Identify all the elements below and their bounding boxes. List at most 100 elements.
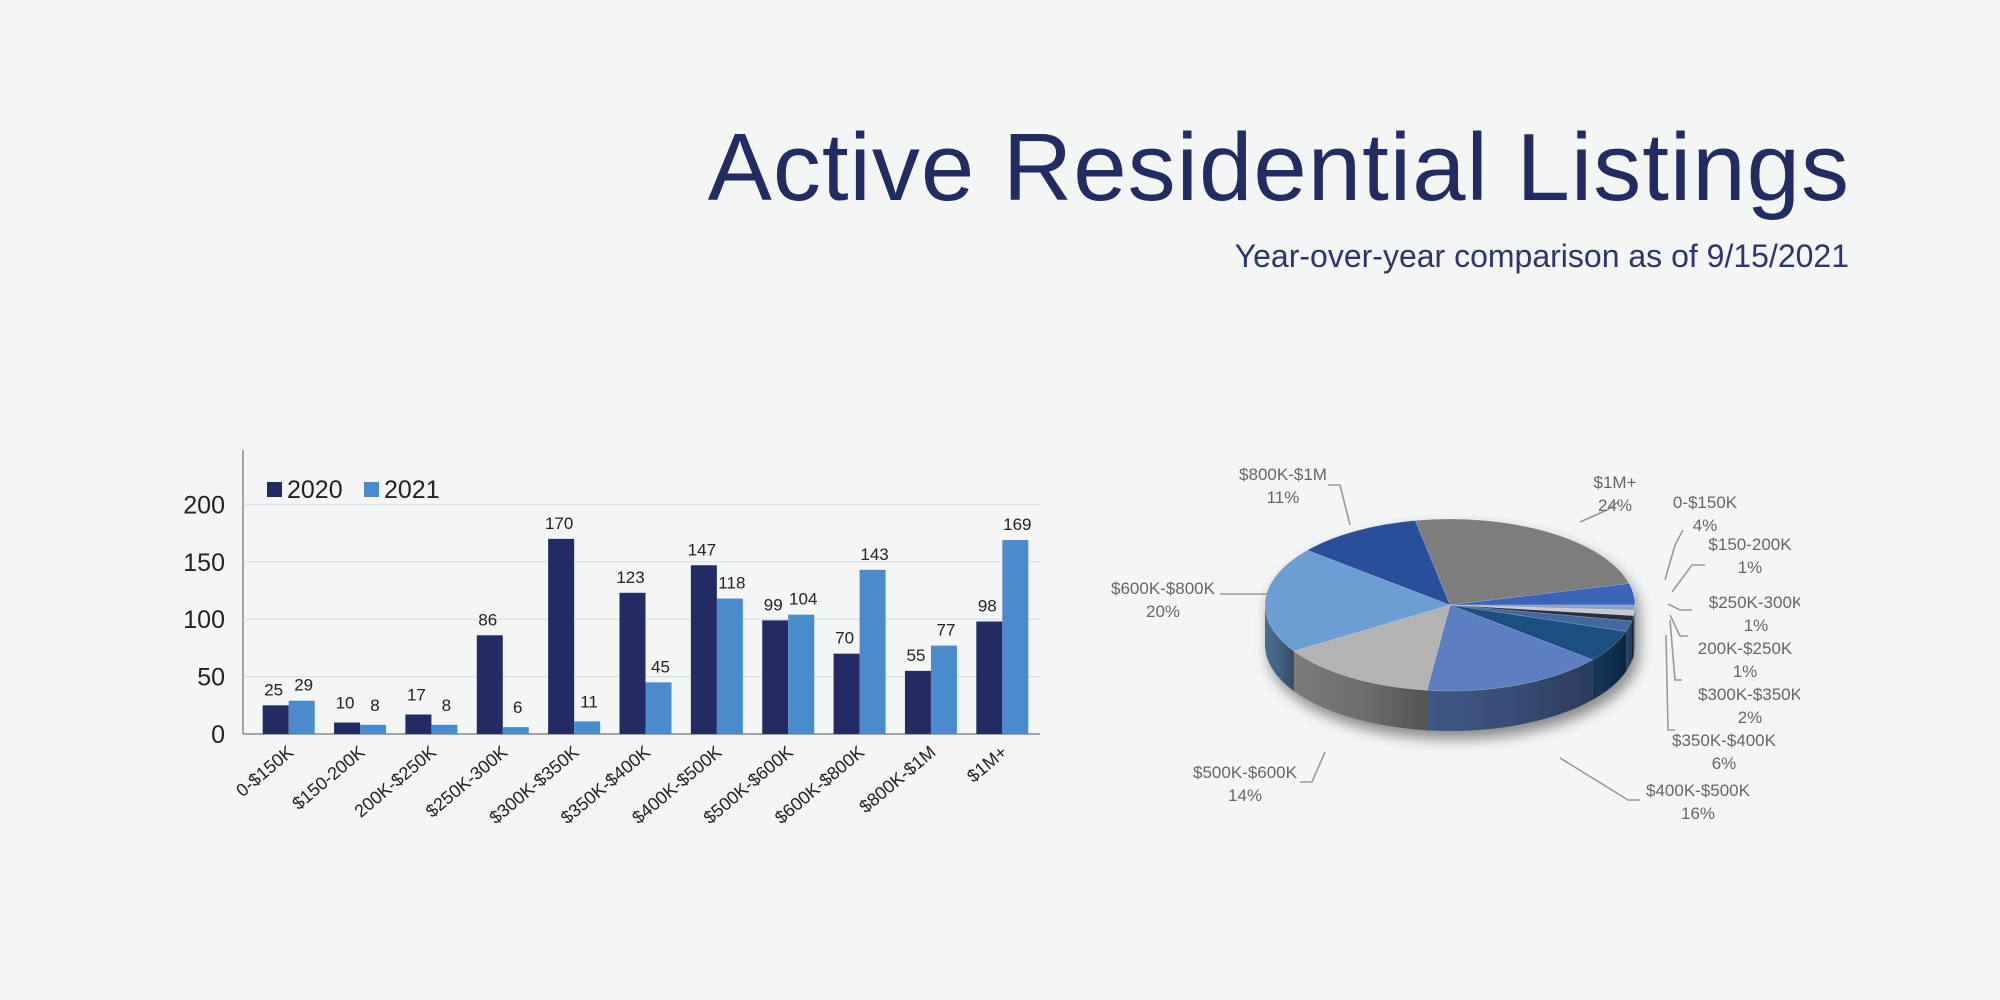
y-tick-label: 150 — [183, 549, 225, 577]
bar-value-label: 77 — [936, 621, 955, 640]
pie-side-shade — [1293, 651, 1427, 731]
pie-slice-percent: 1% — [1738, 558, 1763, 577]
x-tick-label: 0-$150K — [232, 742, 297, 801]
pie-slice-percent: 1% — [1744, 616, 1769, 635]
pie-leader-line — [1664, 529, 1684, 581]
legend-label: 2021 — [384, 476, 440, 504]
bar-value-label: 29 — [294, 676, 313, 695]
bar-2021 — [859, 569, 886, 734]
pie-labels: $1M+ 24% 0-$150K 4%$150-200K 1% $250K-300K 1% 2… — [1111, 465, 1800, 823]
bar-2021 — [930, 645, 957, 734]
y-tick-label: 0 — [211, 721, 225, 749]
bar-value-label: 170 — [545, 514, 573, 533]
bar-value-label: 11 — [580, 692, 598, 711]
bar-2020 — [405, 714, 432, 734]
bar-chart: 0501001502000-$150K$150-200K200K-$250K$2… — [183, 450, 1040, 828]
bar-value-label: 143 — [860, 545, 888, 564]
bar-value-label: 10 — [336, 694, 355, 713]
bar-value-label: 45 — [651, 657, 670, 676]
pie-side-shade — [1265, 605, 1294, 692]
legend-swatch — [267, 482, 282, 497]
pie-leader-line — [1669, 614, 1688, 637]
x-tick-label: $800K-$1M — [855, 742, 939, 817]
bar-value-label: 25 — [264, 680, 283, 699]
pie-slice-percent: 11% — [1267, 488, 1300, 507]
pie-slice-label: $250K-300K — [1709, 593, 1800, 612]
pie-slice-percent: 24% — [1598, 496, 1632, 515]
pie-slice-percent: 14% — [1228, 786, 1262, 805]
pie-slice — [1426, 604, 1594, 692]
pie-slice-label: $800K-$1M — [1239, 465, 1327, 484]
bar-axes: 0501001502000-$150K$150-200K200K-$250K$2… — [183, 450, 1040, 828]
pie-slice-percent: 16% — [1681, 804, 1715, 823]
bar-2021 — [502, 727, 529, 734]
bar-value-label: 17 — [407, 685, 426, 704]
bar-value-label: 147 — [688, 540, 716, 559]
pie-leader-line — [1559, 757, 1640, 801]
bar-value-label: 118 — [718, 574, 745, 593]
bar-2021 — [574, 721, 601, 734]
y-tick-label: 50 — [197, 664, 225, 692]
pie-slice-label: $350K-$400K — [1672, 731, 1777, 750]
bar-2021 — [788, 614, 815, 734]
page-title: Active Residential Listings — [707, 114, 1850, 221]
bar-value-label: 169 — [1003, 515, 1031, 534]
pie-slice — [1264, 549, 1451, 652]
pie-side-shade — [1625, 621, 1632, 672]
pie-slice-percent: 2% — [1738, 708, 1763, 727]
legend-label: 2020 — [287, 476, 343, 504]
pie-slice — [1306, 520, 1451, 606]
bar-2020 — [690, 565, 717, 734]
pie-side-shade — [1592, 631, 1626, 700]
bar-2020 — [762, 620, 789, 734]
pie-slice-label: $600K-$800K — [1111, 579, 1216, 598]
bar-value-label: 98 — [978, 597, 997, 616]
pie-slice-label: $300K-$350K — [1698, 685, 1800, 704]
pie-leader-line — [1665, 634, 1675, 731]
bar-value-label: 104 — [789, 590, 817, 609]
legend-swatch — [364, 482, 379, 497]
pie-leader-line — [1669, 619, 1682, 681]
pie-slice-percent: 6% — [1712, 754, 1737, 773]
bar-value-label: 8 — [442, 696, 451, 715]
bar-2021 — [645, 682, 672, 734]
pie-side-shade — [1426, 659, 1593, 731]
bar-2021 — [716, 598, 743, 734]
pie-side-shade — [1631, 615, 1634, 662]
bar-value-label: 70 — [835, 629, 854, 648]
bar-value-label: 86 — [478, 610, 497, 629]
pie-leader-line — [1667, 603, 1692, 611]
pie-slice-label: $500K-$600K — [1193, 763, 1298, 782]
bar-2021 — [1002, 540, 1029, 734]
bar-2020 — [262, 705, 289, 734]
bar-2020 — [904, 670, 931, 734]
pie-slice-label: $150-200K — [1708, 535, 1792, 554]
pie-slice-percent: 4% — [1693, 516, 1718, 535]
pie-slice — [1414, 518, 1630, 606]
pie-leader-line — [1300, 751, 1326, 783]
pie-leader-line — [1328, 484, 1351, 526]
y-tick-label: 100 — [183, 606, 225, 634]
bar-legend: 2020 2021 — [267, 476, 440, 504]
bar-2021 — [288, 700, 315, 734]
pie-slice-label: 200K-$250K — [1698, 639, 1793, 658]
pie-side-shade — [1633, 610, 1635, 656]
bar-2021 — [360, 724, 387, 734]
y-tick-label: 200 — [183, 491, 225, 519]
bar-value-label: 8 — [370, 696, 379, 715]
pie-leader-line — [1671, 564, 1705, 593]
pie-slice-label: $1M+ — [1594, 473, 1637, 492]
pie-slice-label: 0-$150K — [1673, 493, 1738, 512]
bar-2020 — [476, 635, 503, 734]
pie-leader-line — [1579, 501, 1619, 523]
bar-2020 — [976, 621, 1003, 734]
pie-chart: $1M+ 24% 0-$150K 4%$150-200K 1% $250K-300K 1% 2… — [1111, 465, 1800, 823]
pie-body — [1264, 518, 1636, 731]
bar-2021 — [431, 724, 458, 734]
x-tick-label: $1M+ — [963, 742, 1011, 787]
bar-value-label: 6 — [513, 698, 522, 717]
pie-slice — [1293, 604, 1451, 691]
pie-slice-percent: 20% — [1146, 602, 1180, 621]
bar-value-label: 123 — [616, 568, 644, 587]
